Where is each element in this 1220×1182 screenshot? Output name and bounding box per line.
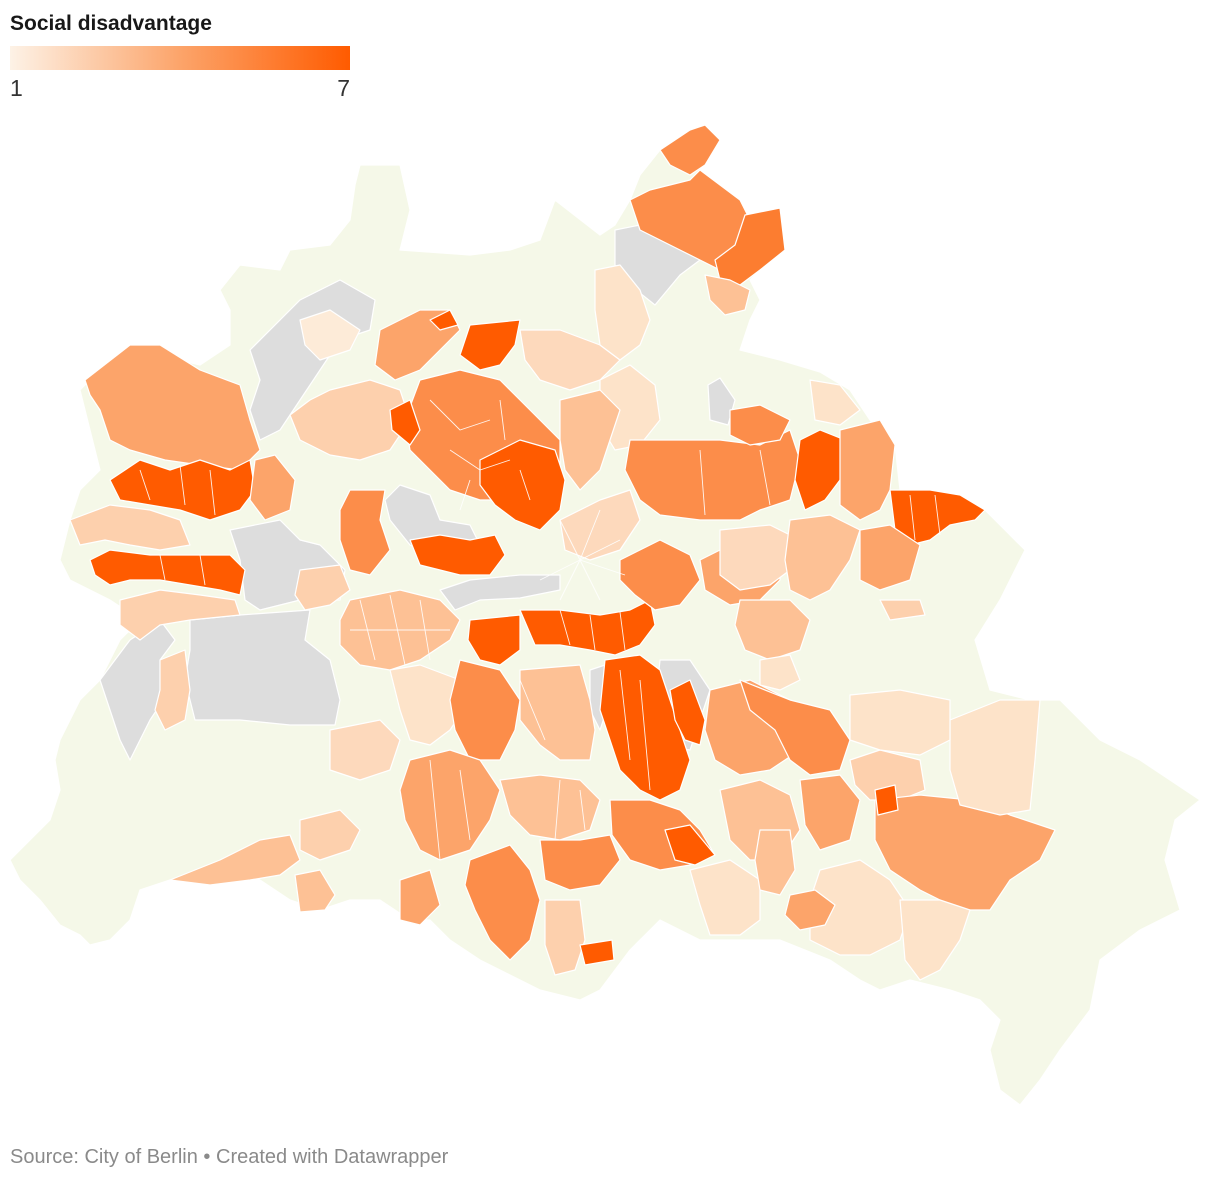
district-neukoelln-east [669,679,706,746]
district-kreuzberg [519,599,656,656]
district-marienfelde [544,899,586,976]
legend-min-label: 1 [10,75,23,101]
district-lankwitz [499,774,601,841]
district-zehlendorf [299,809,361,861]
no-data-area-tiergarten [439,574,561,611]
district-friedrichshain [619,539,701,611]
district-baumschulenweg [739,679,851,776]
district-weissensee [624,429,801,521]
district-heinersdorf [809,379,861,426]
district-kaulsdorf [879,599,926,621]
district-wannsee-side [294,869,336,913]
district-rudow [689,859,761,936]
source-text: Source: City of Berlin [10,1146,198,1168]
district-hohenschoenhausen [794,429,846,511]
district-reinickendorf-east [389,399,421,446]
district-tempelhof [519,664,596,761]
district-rosenthal [594,264,651,361]
district-lichterfelde [464,844,541,961]
footer-separator: • [203,1146,211,1168]
detail-lines-east [699,449,941,541]
district-prenzlauer-berg [559,489,641,561]
district-frohnau-north [299,309,361,361]
district-karow [729,404,791,446]
district-tegel [289,379,411,461]
district-marzahn-south [859,524,921,591]
district-haselhorst [249,454,296,521]
district-blankenburg [704,274,751,316]
district-kladow [154,649,191,731]
district-dahlem [329,719,401,781]
district-friedrichshagen [949,699,1041,816]
district-spandau-center [69,504,191,551]
district-schmoeckwitz [899,899,971,981]
district-koepenick-center [874,784,899,816]
district-waidmannslust [429,309,459,331]
district-maerkisches-viertel [459,319,521,371]
district-lichtenberg-east [784,514,861,601]
map-inner-detail-lines [139,399,941,861]
district-altglienicke [784,889,836,931]
district-schoeneberg [449,659,521,761]
district-lichtenrade [579,939,615,966]
credit-link[interactable]: Created with Datawrapper [216,1146,449,1168]
legend-gradient-bar [10,46,350,70]
legend-tick-labels: 1 7 [10,75,350,101]
district-siemensstadt [119,589,241,641]
district-pankow [559,389,621,491]
berlin-choropleth-map [9,124,1201,1106]
color-legend: Social disadvantage 1 7 [10,10,350,101]
legend-max-label: 7 [337,75,350,101]
district-buch-north [659,124,721,176]
district-buckow [664,824,716,866]
district-moabit [339,489,391,576]
district-adlershof [799,774,861,851]
legend-title: Social disadvantage [10,12,212,35]
detail-lines-spandau [139,464,216,586]
district-bohnsdorf [754,829,796,896]
district-schoeneberg-north [467,614,521,666]
district-spandau-south [89,549,246,596]
detail-lines-north [429,399,531,511]
district-oberschoeneweide [734,599,811,661]
district-wilmersdorf [389,664,471,746]
district-friedrichsfelde [759,654,801,691]
district-moabit-east [409,534,506,576]
district-koepenick-west [849,749,926,801]
detail-lines-south [429,759,586,861]
detail-lines-west [350,594,450,666]
detail-lines-center [519,609,651,791]
district-nikolassee [399,869,441,926]
district-charlottenburg-north [294,564,351,611]
detail-lines-center-radial [539,509,626,601]
district-mueggelheim [849,689,951,756]
footer-source: Source: City of Berlin • Created with Da… [10,1146,448,1169]
district-zehlendorf-south [169,834,301,886]
district-steglitz [399,749,501,861]
district-biesdorf [719,524,801,591]
district-mariendorf [539,834,621,891]
district-marzahn [839,419,896,521]
